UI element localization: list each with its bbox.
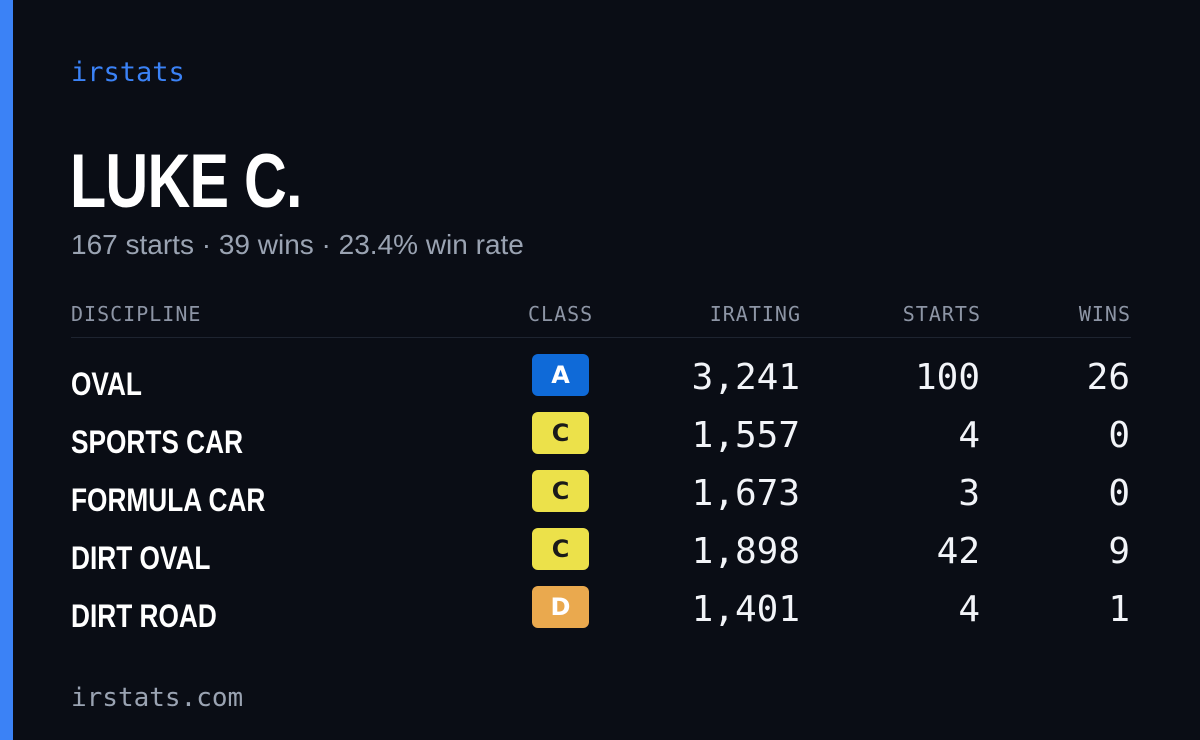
wins-value: 9 (1108, 531, 1130, 572)
starts-value: 3 (958, 473, 980, 514)
table-header: DISCIPLINE CLASS IRATING STARTS WINS (71, 300, 1131, 328)
starts-value: 42 (936, 531, 980, 572)
wins-value: 0 (1108, 415, 1130, 456)
table-row: SPORTS CAR C 1,557 4 0 (71, 410, 1131, 468)
wins-value: 1 (1108, 589, 1130, 630)
table-row: OVAL A 3,241 100 26 (71, 352, 1131, 410)
table-row: DIRT ROAD D 1,401 4 1 (71, 584, 1131, 642)
stats-table: OVAL A 3,241 100 26 SPORTS CAR C 1,557 4… (71, 352, 1131, 642)
table-row: FORMULA CAR C 1,673 3 0 (71, 468, 1131, 526)
table-row: DIRT OVAL C 1,898 42 9 (71, 526, 1131, 584)
class-badge: A (532, 354, 589, 396)
discipline-name: DIRT ROAD (71, 598, 217, 634)
header-class: CLASS (528, 302, 594, 326)
class-badge: D (532, 586, 589, 628)
header-wins: WINS (1078, 302, 1131, 326)
irating-value: 1,898 (691, 531, 800, 572)
discipline-name: OVAL (71, 366, 142, 402)
class-badge: C (532, 470, 589, 512)
footer-url: irstats.com (71, 683, 244, 713)
accent-bar (0, 0, 13, 740)
driver-summary: 167 starts · 39 wins · 23.4% win rate (71, 229, 524, 260)
brand-logo: irstats (71, 57, 185, 88)
irating-value: 1,401 (691, 589, 800, 630)
discipline-name: FORMULA CAR (71, 482, 266, 518)
irating-value: 1,557 (691, 415, 800, 456)
header-discipline: DISCIPLINE (71, 302, 202, 326)
wins-value: 0 (1108, 473, 1130, 514)
driver-name: LUKE C. (70, 139, 302, 224)
discipline-name: DIRT OVAL (71, 540, 211, 576)
class-badge: C (532, 412, 589, 454)
header-divider (71, 337, 1131, 338)
header-irating: IRATING (709, 302, 801, 326)
irating-value: 1,673 (691, 473, 800, 514)
wins-value: 26 (1086, 357, 1130, 398)
class-badge: C (532, 528, 589, 570)
header-starts: STARTS (902, 302, 981, 326)
starts-value: 4 (958, 589, 980, 630)
starts-value: 100 (914, 357, 980, 398)
starts-value: 4 (958, 415, 980, 456)
irating-value: 3,241 (691, 357, 800, 398)
discipline-name: SPORTS CAR (71, 424, 244, 460)
